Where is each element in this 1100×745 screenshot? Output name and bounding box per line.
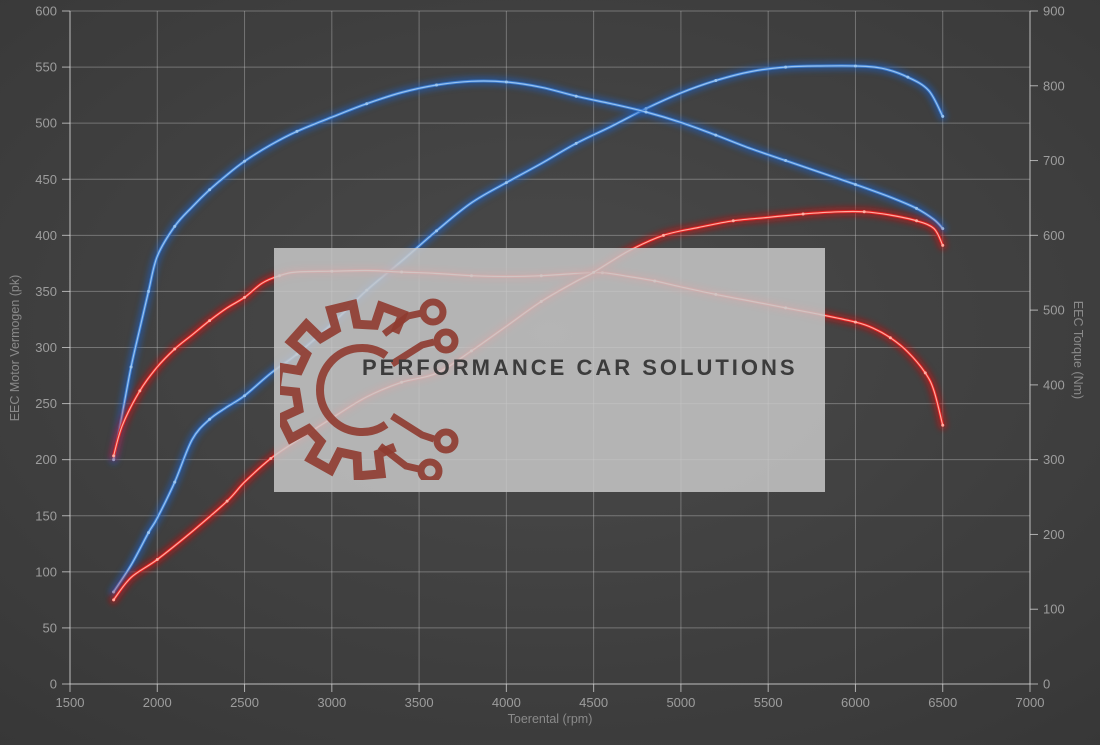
data-point-marker [295, 129, 299, 133]
data-point-marker [574, 141, 578, 145]
x-tick-label: 2000 [143, 695, 172, 710]
x-tick-label: 5500 [754, 695, 783, 710]
y-left-tick-label: 350 [35, 284, 57, 299]
brand-text: PERFORMANCE CAR SOLUTIONS [362, 355, 798, 380]
y-right-tick-label: 700 [1043, 153, 1065, 168]
data-point-marker [225, 499, 229, 503]
y-left-tick-label: 50 [43, 620, 57, 635]
data-point-marker [129, 365, 133, 369]
y-left-tick-label: 450 [35, 172, 57, 187]
data-point-marker [784, 65, 788, 69]
data-point-marker [155, 557, 159, 561]
y-left-tick-label: 550 [35, 60, 57, 75]
data-point-marker [941, 227, 945, 231]
data-point-marker [504, 181, 508, 185]
data-point-marker [862, 210, 866, 214]
data-point-marker [173, 224, 177, 228]
data-point-marker [906, 75, 910, 79]
y-right-tick-label: 300 [1043, 452, 1065, 467]
x-tick-label: 6500 [928, 695, 957, 710]
data-point-marker [435, 83, 439, 87]
y-right-tick-label: 500 [1043, 303, 1065, 318]
x-axis-title: Toerental (rpm) [508, 712, 593, 726]
data-point-marker [138, 389, 142, 393]
y-left-tick-label: 600 [35, 4, 57, 19]
x-tick-label: 4000 [492, 695, 521, 710]
y-right-tick-label: 900 [1043, 4, 1065, 19]
y-left-tick-label: 400 [35, 228, 57, 243]
x-tick-label: 3000 [317, 695, 346, 710]
y-right-tick-label: 600 [1043, 228, 1065, 243]
data-point-marker [853, 182, 857, 186]
data-point-marker [208, 188, 212, 192]
data-point-marker [243, 159, 247, 163]
x-tick-label: 1500 [56, 695, 85, 710]
axis-layer [62, 10, 1038, 692]
data-point-marker [853, 320, 857, 324]
data-point-marker [243, 295, 247, 299]
y-left-tick-label: 100 [35, 564, 57, 579]
data-point-marker [208, 417, 212, 421]
data-point-marker [941, 114, 945, 118]
y-right-tick-label: 0 [1043, 677, 1050, 692]
y-axis-right-title: EEC Torque (Nm) [1071, 301, 1085, 399]
y-left-tick-label: 200 [35, 452, 57, 467]
data-point-marker [173, 480, 177, 484]
data-point-marker [112, 598, 116, 602]
data-point-marker [644, 110, 648, 114]
series-torque-blue [109, 76, 948, 465]
y-axis-left-title: EEC Motor Vermogen (pk) [8, 275, 22, 422]
data-point-marker [801, 212, 805, 216]
y-right-tick-label: 400 [1043, 377, 1065, 392]
data-point-marker [365, 102, 369, 106]
y-left-tick-label: 250 [35, 396, 57, 411]
y-right-tick-label: 200 [1043, 527, 1065, 542]
x-tick-label: 5000 [666, 695, 695, 710]
y-right-tick-label: 800 [1043, 78, 1065, 93]
y-left-tick-label: 150 [35, 508, 57, 523]
x-tick-label: 2500 [230, 695, 259, 710]
data-point-marker [173, 347, 177, 351]
data-point-marker [661, 233, 665, 237]
data-point-marker [243, 394, 247, 398]
data-point-marker [923, 371, 927, 375]
data-point-marker [915, 219, 919, 223]
data-point-marker [888, 336, 892, 340]
y-left-tick-label: 300 [35, 340, 57, 355]
x-tick-label: 7000 [1016, 695, 1045, 710]
data-point-marker [208, 319, 212, 323]
watermark: PERFORMANCE CAR SOLUTIONS [274, 248, 825, 492]
data-point-marker [504, 80, 508, 84]
data-point-marker [731, 219, 735, 223]
tick-labels: 0501001502002503003504004505005506000100… [35, 4, 1064, 711]
data-point-marker [147, 531, 151, 535]
data-point-marker [915, 206, 919, 210]
data-point-marker [574, 94, 578, 98]
x-tick-label: 4500 [579, 695, 608, 710]
data-point-marker [714, 79, 718, 83]
y-right-tick-label: 100 [1043, 602, 1065, 617]
data-point-marker [941, 243, 945, 247]
x-tick-label: 6000 [841, 695, 870, 710]
data-point-marker [112, 454, 116, 458]
data-point-marker [853, 64, 857, 68]
gear-circuit-logo-icon [280, 298, 459, 480]
data-point-marker [714, 133, 718, 137]
data-point-marker [147, 289, 151, 293]
data-point-marker [269, 457, 273, 461]
x-tick-label: 3500 [405, 695, 434, 710]
data-point-marker [941, 423, 945, 427]
data-point-marker [435, 229, 439, 233]
y-left-tick-label: 0 [50, 677, 57, 692]
y-left-tick-label: 500 [35, 116, 57, 131]
data-point-marker [784, 159, 788, 163]
